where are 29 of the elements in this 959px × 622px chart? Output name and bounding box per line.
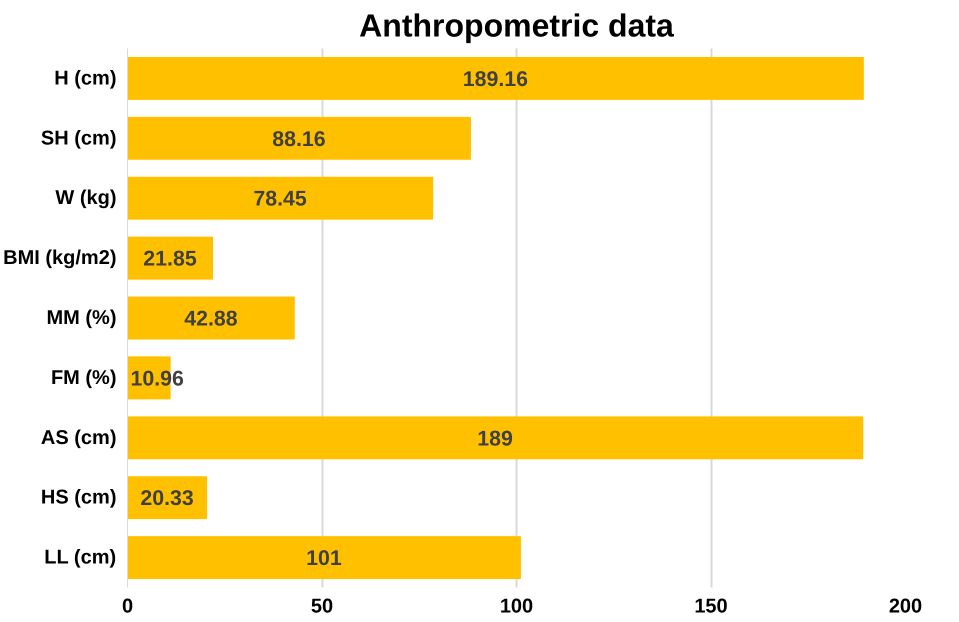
x-tick-label: 200 <box>888 596 922 618</box>
bar <box>128 296 295 340</box>
bar <box>128 116 471 160</box>
y-tick-label: SH (cm) <box>40 127 117 150</box>
x-tick-label: 50 <box>310 596 334 618</box>
y-tick-label: FM (%) <box>50 366 117 389</box>
data-label: 78.45 <box>253 186 307 211</box>
chart-title: Anthropometric data <box>359 8 674 44</box>
x-tick-label: 150 <box>694 596 728 618</box>
x-tick-label: 0 <box>122 596 134 618</box>
bar <box>128 416 864 460</box>
data-label: 189 <box>477 426 514 450</box>
data-label: 21.85 <box>143 246 197 271</box>
bar <box>128 176 434 220</box>
y-tick-label: LL (cm) <box>44 546 116 569</box>
bar <box>128 56 864 100</box>
x-tick-label: 100 <box>500 596 534 618</box>
bar <box>128 536 521 580</box>
y-tick-label: AS (cm) <box>40 426 117 449</box>
data-label: 101 <box>306 546 342 570</box>
y-tick-label: H (cm) <box>54 67 117 90</box>
data-label: 42.88 <box>184 306 238 330</box>
data-label: 20.33 <box>140 486 194 510</box>
y-tick-label: MM (%) <box>46 307 117 329</box>
y-tick-label: W (kg) <box>55 187 116 210</box>
data-label: 88.16 <box>272 126 326 151</box>
y-tick-label: HS (cm) <box>40 486 117 509</box>
data-label: 189.16 <box>462 66 528 91</box>
y-tick-label: BMI (kg/m2) <box>3 247 117 270</box>
